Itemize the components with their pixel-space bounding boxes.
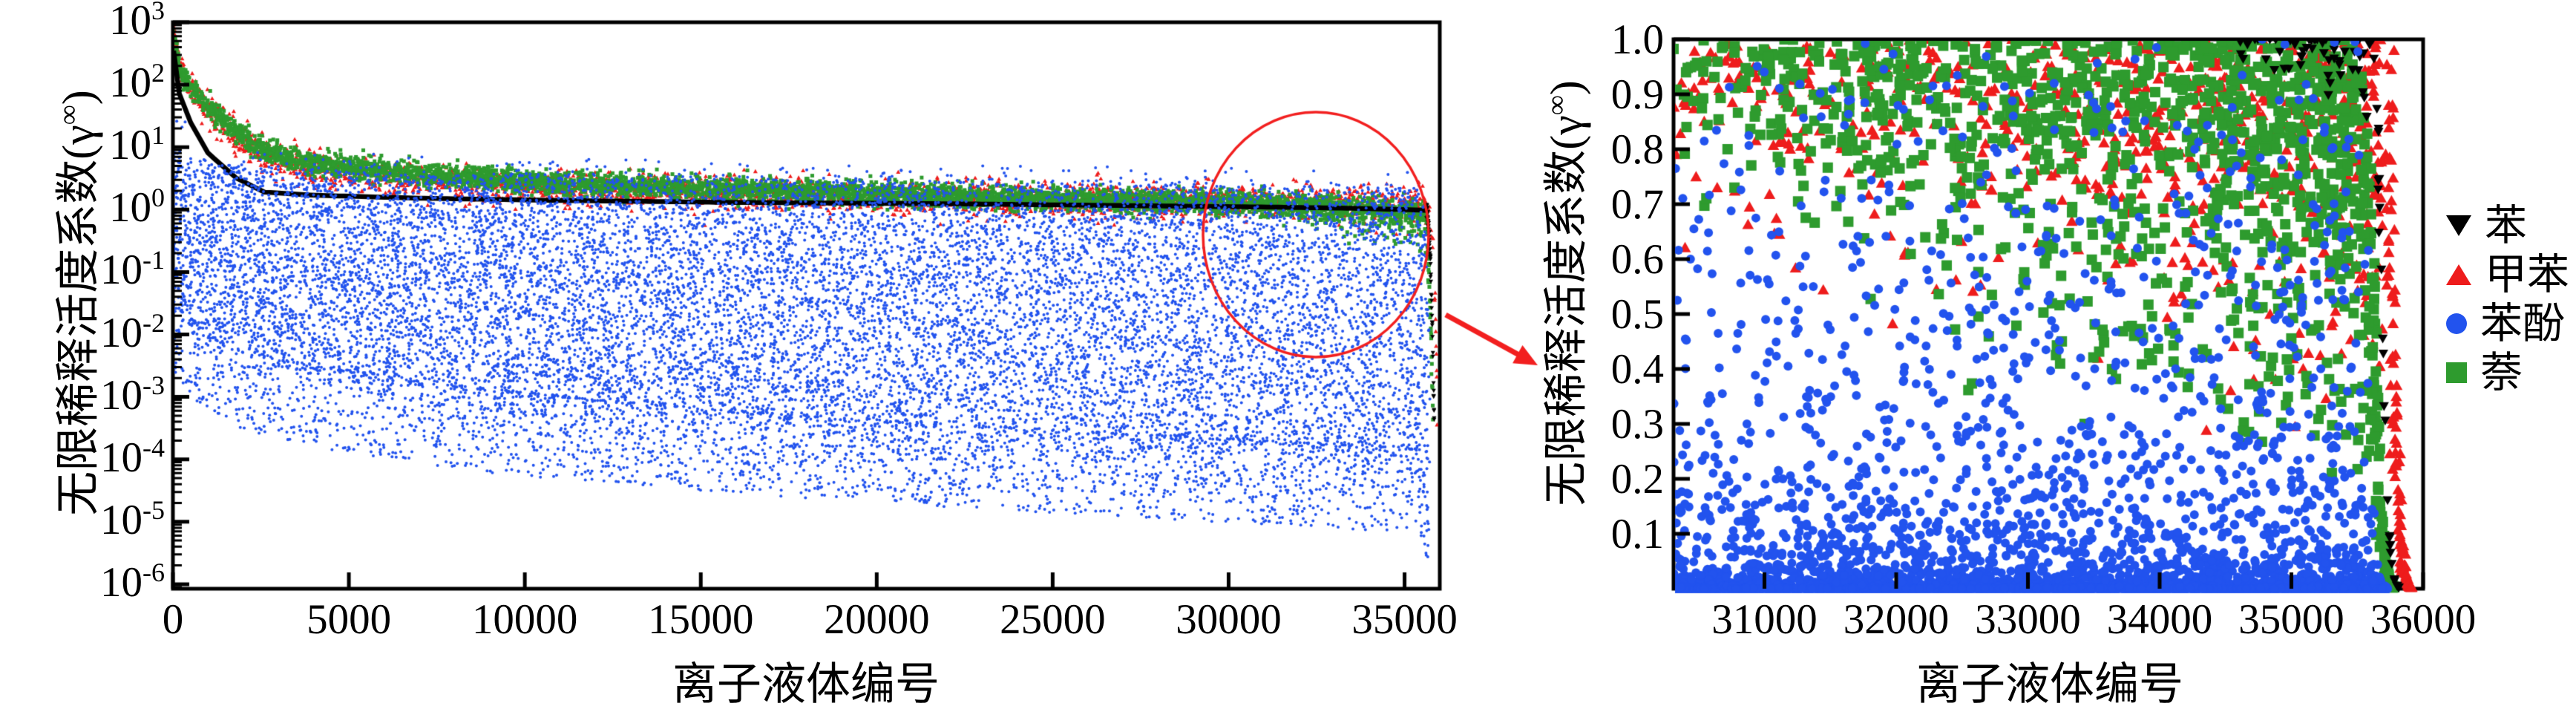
legend-label: 甲苯 xyxy=(2485,251,2569,298)
x-tick-label: 34000 xyxy=(2106,596,2213,643)
right-panel-x-axis-title: 离子液体编号 xyxy=(1916,660,2183,709)
y-tick-label: 0.7 xyxy=(1610,181,1664,228)
y-tick-label: 0.9 xyxy=(1610,71,1664,118)
x-tick-label: 10000 xyxy=(471,596,578,643)
circle-icon xyxy=(2446,313,2467,334)
legend-item-phenol: 苯酚 xyxy=(2446,300,2569,347)
x-tick-label: 31000 xyxy=(1711,596,1818,643)
x-tick-label: 20000 xyxy=(824,596,930,643)
legend-item-benzene: 苯 xyxy=(2446,202,2569,249)
x-tick-label: 35000 xyxy=(2238,596,2344,643)
x-tick-label: 32000 xyxy=(1843,596,1950,643)
y-tick-label: 0.3 xyxy=(1610,401,1664,448)
y-tick-label: 0.2 xyxy=(1610,456,1664,503)
y-tick-label: 100 xyxy=(109,183,165,232)
right-panel-y-axis-title: 无限稀释活度系数(γ∞) xyxy=(1541,80,1591,506)
x-tick-label: 36000 xyxy=(2370,596,2477,643)
x-tick-label: 5000 xyxy=(307,596,392,643)
triangle-up-icon xyxy=(2446,264,2471,285)
left-panel-y-axis-title: 无限稀释活度系数(γ∞) xyxy=(53,90,103,516)
y-tick-label: 10-3 xyxy=(100,370,165,419)
square-icon xyxy=(2446,362,2467,383)
x-tick-label: 30000 xyxy=(1176,596,1282,643)
y-tick-label: 101 xyxy=(109,120,165,169)
y-tick-label: 10-1 xyxy=(100,245,165,294)
y-tick-label: 102 xyxy=(109,58,165,107)
legend-label: 萘 xyxy=(2480,349,2523,396)
y-tick-label: 0.4 xyxy=(1610,346,1664,393)
left-panel-x-axis-title: 离子液体编号 xyxy=(672,660,940,709)
legend-item-toluene: 甲苯 xyxy=(2446,251,2569,298)
x-tick-label: 35000 xyxy=(1351,596,1458,643)
y-tick-label: 103 xyxy=(109,0,165,44)
y-tick-label: 0.6 xyxy=(1610,236,1664,283)
y-tick-label: 1.0 xyxy=(1610,16,1664,63)
triangle-down-icon xyxy=(2446,215,2471,236)
y-tick-label: 0.5 xyxy=(1610,291,1664,338)
y-tick-label: 10-4 xyxy=(100,432,165,481)
x-tick-label: 0 xyxy=(162,596,184,643)
legend-label: 苯酚 xyxy=(2480,300,2565,347)
y-tick-label: 0.8 xyxy=(1610,126,1664,173)
legend: 苯 甲苯 苯酚 萘 xyxy=(2446,202,2569,396)
legend-item-naphthalene: 萘 xyxy=(2446,349,2569,396)
y-tick-label: 10-6 xyxy=(100,557,165,606)
x-tick-label: 33000 xyxy=(1975,596,2081,643)
x-tick-label: 15000 xyxy=(648,596,754,643)
y-tick-label: 0.1 xyxy=(1610,511,1664,558)
x-tick-label: 25000 xyxy=(1000,596,1106,643)
legend-label: 苯 xyxy=(2485,202,2527,249)
y-tick-label: 10-5 xyxy=(100,494,165,543)
y-tick-label: 10-2 xyxy=(100,307,165,356)
